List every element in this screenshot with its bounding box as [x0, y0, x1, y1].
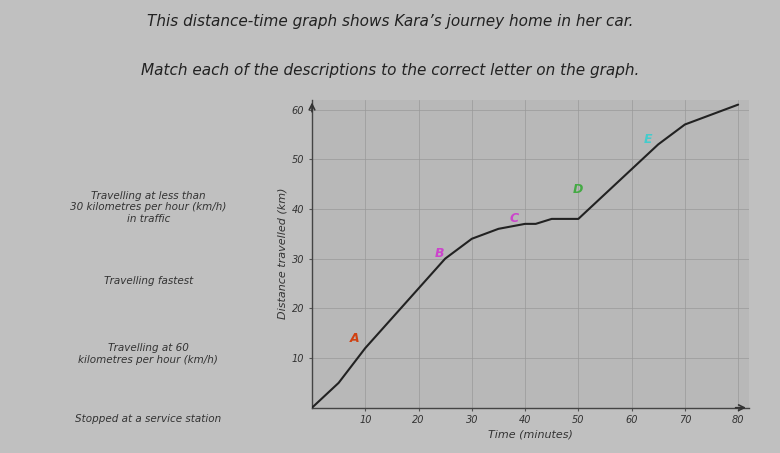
- Text: Stopped at a service station: Stopped at a service station: [75, 414, 222, 424]
- Text: This distance-time graph shows Kara’s journey home in her car.: This distance-time graph shows Kara’s jo…: [147, 14, 633, 29]
- Text: Travelling fastest: Travelling fastest: [104, 276, 193, 286]
- Text: Travelling at 60
kilometres per hour (km/h): Travelling at 60 kilometres per hour (km…: [78, 343, 218, 365]
- Text: C: C: [510, 212, 519, 226]
- Text: Match each of the descriptions to the correct letter on the graph.: Match each of the descriptions to the co…: [141, 63, 639, 78]
- Text: Travelling at less than
30 kilometres per hour (km/h)
in traffic: Travelling at less than 30 kilometres pe…: [70, 191, 226, 224]
- Text: E: E: [644, 133, 652, 146]
- Y-axis label: Distance travelled (km): Distance travelled (km): [278, 188, 288, 319]
- X-axis label: Time (minutes): Time (minutes): [488, 429, 573, 439]
- Text: A: A: [349, 332, 360, 345]
- Text: B: B: [435, 247, 445, 260]
- Text: D: D: [573, 183, 583, 196]
